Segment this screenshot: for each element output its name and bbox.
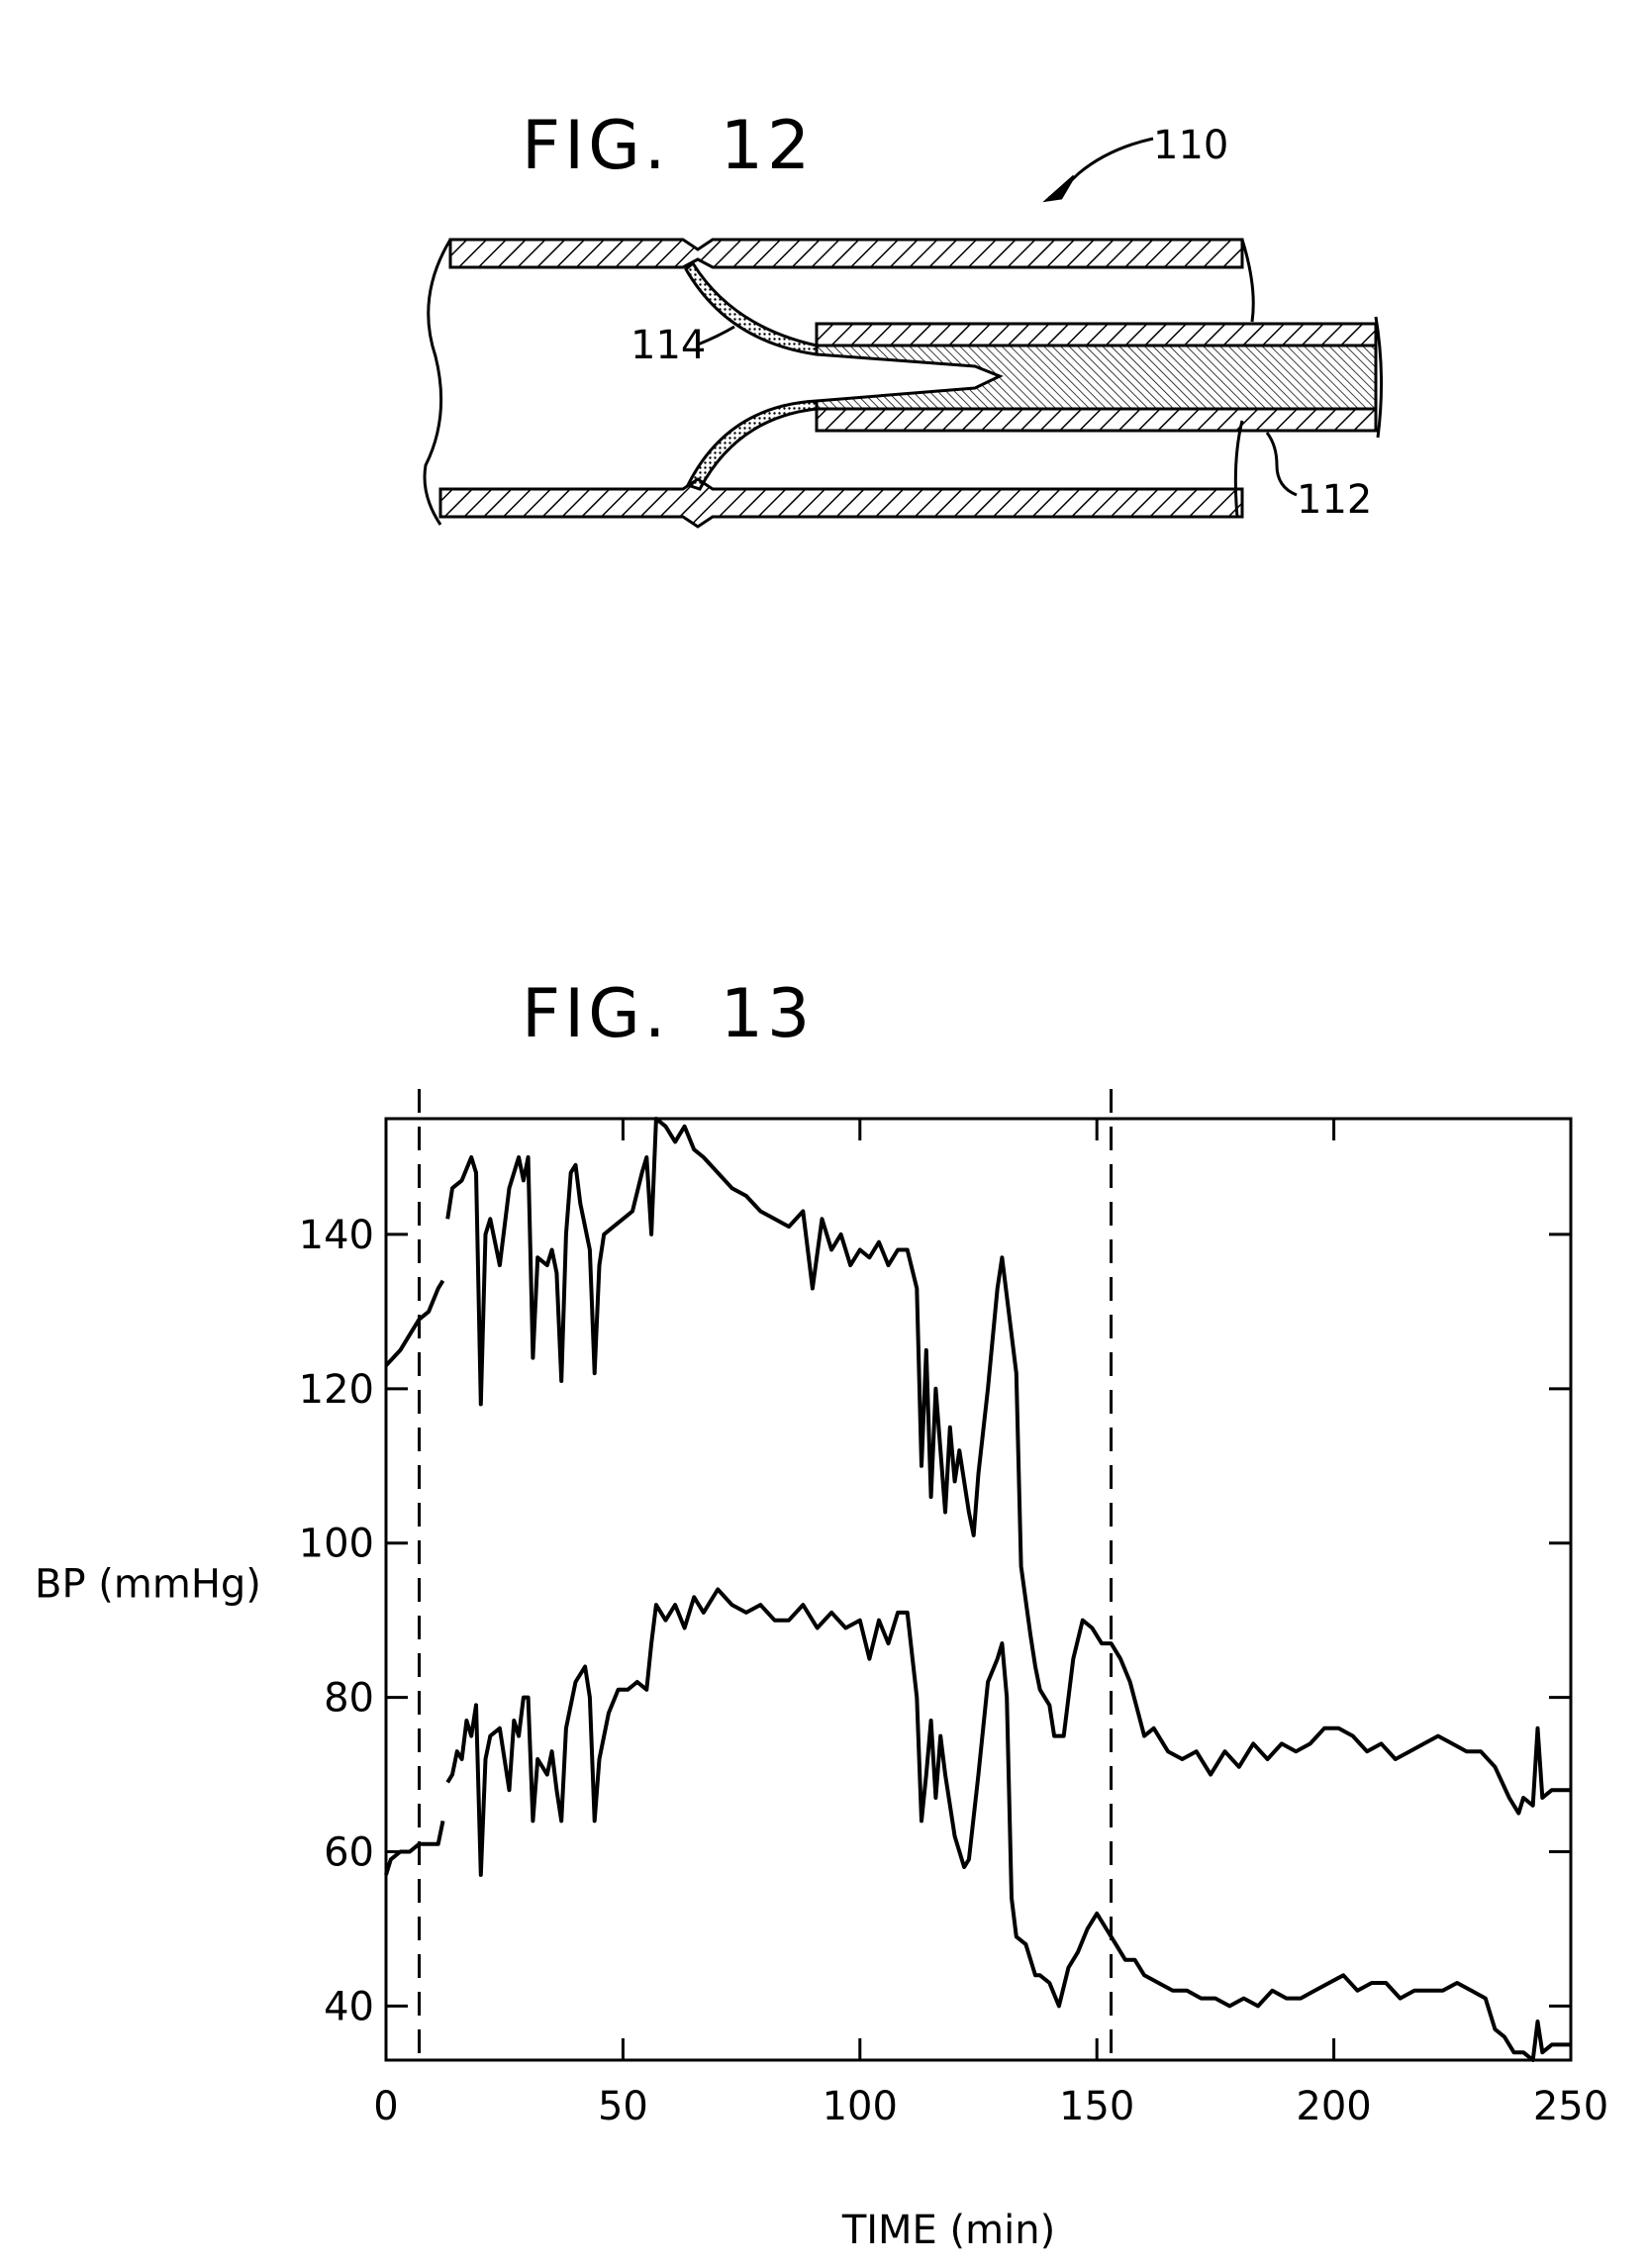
ref-110-arrowhead bbox=[1047, 176, 1074, 200]
catheter-core bbox=[817, 345, 1376, 409]
x-tick-label: 200 bbox=[1296, 2084, 1371, 2129]
y-tick-label: 100 bbox=[299, 1522, 374, 1567]
plot-frame bbox=[386, 1119, 1571, 2060]
catheter-sheath-top bbox=[817, 324, 1376, 345]
vessel-wall-bottom bbox=[440, 479, 1242, 527]
flap-lower bbox=[688, 401, 817, 489]
vessel-wall-top bbox=[450, 240, 1242, 267]
x-tick-label: 250 bbox=[1533, 2084, 1608, 2129]
x-tick-label: 150 bbox=[1059, 2084, 1134, 2129]
y-tick-label: 40 bbox=[324, 1984, 374, 2029]
catheter-sheath-bottom bbox=[817, 409, 1376, 431]
ref-114: 114 bbox=[630, 323, 706, 368]
series-line-lower bbox=[386, 1821, 443, 1875]
x-tick-label: 0 bbox=[373, 2084, 398, 2129]
y-axis-label: BP (mmHg) bbox=[35, 1562, 261, 1608]
series-line-upper bbox=[386, 1281, 443, 1366]
x-tick-label: 100 bbox=[823, 2084, 898, 2129]
y-tick-label: 120 bbox=[299, 1367, 374, 1413]
x-tick-label: 50 bbox=[598, 2084, 648, 2129]
y-tick-label: 140 bbox=[299, 1213, 374, 1258]
fig12-drawing: 110 114 112 bbox=[0, 0, 1648, 614]
ref-112-leader bbox=[1267, 433, 1297, 495]
y-tick-label: 80 bbox=[324, 1676, 374, 1722]
x-axis-label: TIME (min) bbox=[841, 2208, 1055, 2253]
series-line-upper bbox=[447, 1119, 1571, 1814]
vessel-break-left bbox=[425, 240, 450, 525]
ref-110: 110 bbox=[1153, 123, 1228, 168]
y-tick-label: 60 bbox=[324, 1830, 374, 1876]
fig13-title: FIG. 13 bbox=[522, 975, 814, 1053]
ref-112: 112 bbox=[1297, 477, 1372, 523]
series-line-lower bbox=[447, 1590, 1571, 2061]
